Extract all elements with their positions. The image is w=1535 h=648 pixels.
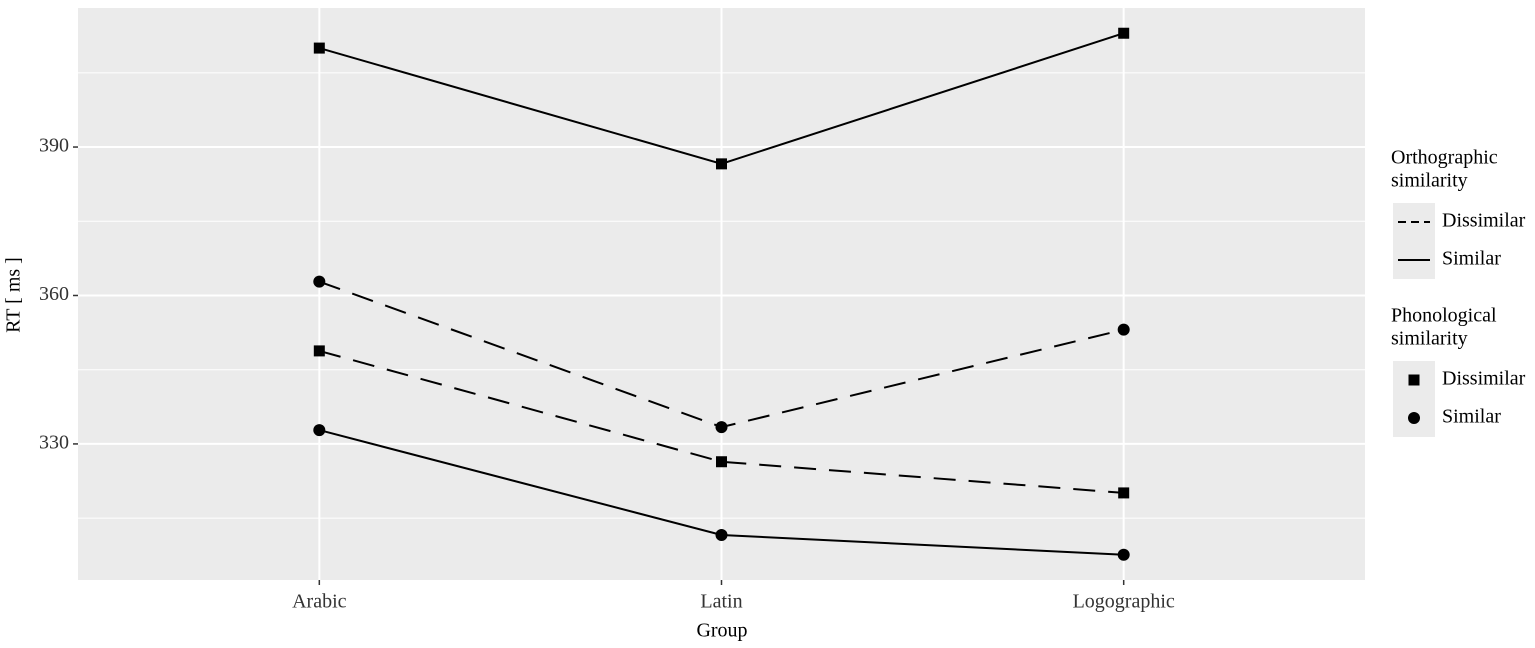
legend-label: Dissimilar — [1442, 368, 1526, 390]
x-tick-label: Logographic — [1073, 591, 1175, 613]
legend-title: Orthographic — [1391, 147, 1498, 169]
legend-marker — [1408, 374, 1420, 386]
y-tick-label: 360 — [39, 283, 69, 305]
legend-title: Phonological — [1391, 305, 1497, 327]
legend-marker — [1408, 412, 1420, 424]
marker — [1118, 487, 1130, 499]
marker — [313, 424, 326, 437]
series-line — [319, 349, 1124, 494]
marker — [716, 456, 727, 468]
y-axis-title: RT [ ms ] — [3, 257, 25, 333]
legend-label: Dissimilar — [1442, 210, 1526, 232]
marker — [1117, 323, 1130, 336]
legend-title: similarity — [1391, 328, 1468, 350]
marker — [1117, 548, 1130, 561]
legend-label: Similar — [1442, 248, 1501, 270]
legend-label: Similar — [1442, 406, 1501, 428]
marker — [313, 42, 325, 54]
marker — [715, 421, 728, 434]
marker — [1118, 27, 1130, 39]
legend-title: similarity — [1391, 170, 1468, 192]
y-tick-label: 330 — [39, 432, 69, 454]
marker — [715, 528, 728, 541]
marker — [313, 275, 326, 288]
x-axis-title: Group — [696, 620, 747, 642]
x-tick-label: Arabic — [292, 591, 347, 613]
marker — [313, 345, 325, 357]
y-tick-label: 390 — [39, 135, 69, 157]
marker — [716, 158, 727, 170]
x-tick-label: Latin — [700, 591, 742, 613]
